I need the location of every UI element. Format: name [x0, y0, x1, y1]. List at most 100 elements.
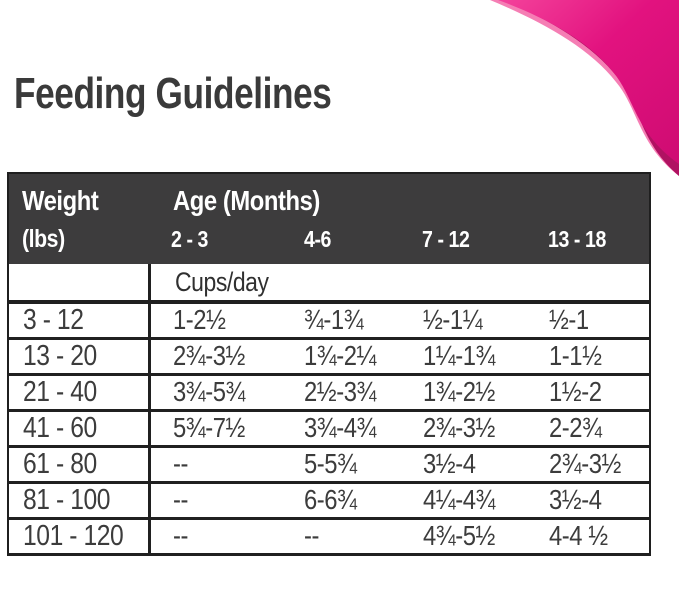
cups-value: 5-5¾: [304, 448, 357, 479]
table-row: 61 - 80 -- 5-5¾ 3½-4 2¾-3½: [8, 446, 650, 484]
age-group-text: Age (Months): [173, 185, 320, 216]
table-row: 3 - 12 1-2½ ¾-1¾ ½-1¼ ½-1: [8, 302, 650, 340]
age-group-label: Age (Months): [149, 187, 649, 215]
cups-value: 1-2½: [172, 304, 226, 336]
cups-value: 2¾-3½: [172, 340, 245, 371]
weight-cell: 81 - 100: [8, 482, 151, 520]
age-column-text: 2 - 3: [171, 226, 209, 252]
age-column-label: 7 - 12: [412, 228, 540, 251]
cups-value: 1¾-2½: [423, 376, 495, 407]
weight-value: 81 - 100: [23, 483, 111, 516]
header-row: Weight (lbs) Age (Months) 2 - 3 4-6 7 - …: [8, 173, 650, 264]
table-row: 13 - 20 2¾-3½ 1¾-2¼ 1¼-1¾ 1-1½: [8, 338, 650, 376]
cups-value: 1-1½: [549, 340, 602, 371]
weight-unit-label: (lbs): [22, 227, 149, 252]
table-row: 21 - 40 3¾-5¾ 2½-3¾ 1¾-2½ 1½-2: [8, 374, 650, 412]
value-cell: 1-1½: [541, 338, 650, 376]
value-cell: 3¾-5¾: [149, 374, 291, 412]
value-cell: --: [291, 518, 413, 556]
weight-header-text: Weight: [22, 185, 99, 216]
cups-value: 4¼-4¾: [423, 484, 495, 515]
cups-value: 2¾-3½: [549, 448, 621, 479]
value-cell: 1½-2: [541, 374, 650, 412]
age-column-labels: 2 - 3 4-6 7 - 12 13 - 18: [149, 228, 649, 251]
weight-cell: 41 - 60: [8, 410, 151, 448]
cups-value: 3½-4: [423, 448, 476, 479]
age-column-text: 7 - 12: [422, 226, 470, 252]
age-group-header: Age (Months) 2 - 3 4-6 7 - 12 13 - 18: [149, 173, 650, 264]
weight-cell: 21 - 40: [8, 374, 151, 412]
value-cell: ¾-1¾: [291, 302, 413, 340]
weight-value: 3 - 12: [23, 303, 84, 336]
value-cell: --: [149, 518, 291, 556]
cups-value: 1¼-1¾: [423, 340, 495, 371]
value-cell: 2¾-3½: [541, 446, 650, 484]
feeding-guidelines-table: Weight (lbs) Age (Months) 2 - 3 4-6 7 - …: [7, 172, 651, 556]
swoosh-main: [498, 0, 679, 164]
weight-value: 41 - 60: [23, 411, 97, 444]
value-cell: 2-2¾: [541, 410, 650, 448]
cups-value: --: [172, 520, 188, 551]
table-row: 41 - 60 5¾-7½ 3¾-4¾ 2¾-3½ 2-2¾: [8, 410, 650, 448]
empty-cell: [8, 264, 151, 304]
age-column-label: 2 - 3: [149, 228, 291, 251]
value-cell: 1-2½: [149, 302, 291, 340]
cups-value: ¾-1¾: [304, 304, 364, 336]
value-cell: 3¾-4¾: [291, 410, 413, 448]
weight-value: 21 - 40: [23, 375, 97, 408]
age-column-text: 13 - 18: [548, 226, 607, 252]
weight-cell: 3 - 12: [8, 302, 151, 340]
table-row: 81 - 100 -- 6-6¾ 4¼-4¾ 3½-4: [8, 482, 650, 520]
cups-value: --: [172, 448, 188, 479]
age-column-text: 4-6: [303, 226, 331, 252]
value-cell: 2½-3¾: [291, 374, 413, 412]
weight-value: 61 - 80: [23, 447, 97, 480]
value-cell: ½-1¼: [413, 302, 541, 340]
value-cell: 3½-4: [413, 446, 541, 484]
value-cell: 2¾-3½: [149, 338, 291, 376]
value-cell: 5¾-7½: [149, 410, 291, 448]
value-cell: 1¾-2¼: [291, 338, 413, 376]
units-label: Cups/day: [174, 266, 269, 297]
units-cell: Cups/day: [149, 264, 650, 304]
cups-value: 3½-4: [549, 484, 602, 515]
table-row: 101 - 120 -- -- 4¾-5½ 4-4 ½: [8, 518, 650, 556]
value-cell: --: [149, 482, 291, 520]
value-cell: 3½-4: [541, 482, 650, 520]
value-cell: 2¾-3½: [413, 410, 541, 448]
value-cell: 4¾-5½: [413, 518, 541, 556]
weight-value: 13 - 20: [23, 339, 97, 372]
weight-cell: 13 - 20: [8, 338, 151, 376]
cups-value: 2¾-3½: [423, 412, 495, 443]
cups-value: 1¾-2¼: [304, 340, 376, 371]
weight-cell: 61 - 80: [8, 446, 151, 484]
cups-value: 2-2¾: [549, 412, 602, 443]
cups-value: 5¾-7½: [172, 412, 245, 443]
page-title: Feeding Guidelines: [14, 72, 411, 116]
cups-value: 6-6¾: [304, 484, 357, 515]
value-cell: 6-6¾: [291, 482, 413, 520]
swoosh-light-rim: [490, 0, 679, 176]
value-cell: 4-4 ½: [541, 518, 650, 556]
value-cell: 1¼-1¾: [413, 338, 541, 376]
weight-value: 101 - 120: [23, 519, 124, 552]
cups-value: ½-1: [549, 304, 589, 336]
table-header: Weight (lbs) Age (Months) 2 - 3 4-6 7 - …: [8, 173, 650, 264]
value-cell: 4¼-4¾: [413, 482, 541, 520]
table-body: Cups/day 3 - 12 1-2½ ¾-1¾ ½-1¼ ½-1 13 - …: [8, 264, 650, 556]
cups-value: 3¾-5¾: [172, 376, 245, 407]
cups-value: 2½-3¾: [304, 376, 376, 407]
cups-value: 4¾-5½: [423, 520, 495, 551]
units-row: Cups/day: [8, 264, 650, 304]
cups-value: --: [172, 484, 188, 515]
age-column-label: 13 - 18: [540, 228, 649, 251]
value-cell: --: [149, 446, 291, 484]
value-cell: 1¾-2½: [413, 374, 541, 412]
weight-unit-text: (lbs): [22, 225, 65, 253]
value-cell: 5-5¾: [291, 446, 413, 484]
cups-value: 1½-2: [549, 376, 602, 407]
weight-header-label: Weight: [22, 187, 149, 215]
age-column-label: 4-6: [291, 228, 413, 251]
swoosh-dark-rim: [503, 0, 679, 176]
cups-value: 3¾-4¾: [304, 412, 376, 443]
